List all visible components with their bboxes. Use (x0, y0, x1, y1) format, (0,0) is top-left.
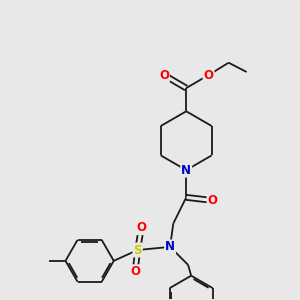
Text: O: O (130, 265, 140, 278)
Text: O: O (159, 69, 169, 82)
Text: O: O (136, 221, 146, 234)
Text: S: S (134, 244, 142, 256)
Text: O: O (208, 194, 218, 207)
Text: O: O (203, 69, 214, 82)
Text: N: N (165, 240, 175, 254)
Text: N: N (181, 164, 191, 177)
